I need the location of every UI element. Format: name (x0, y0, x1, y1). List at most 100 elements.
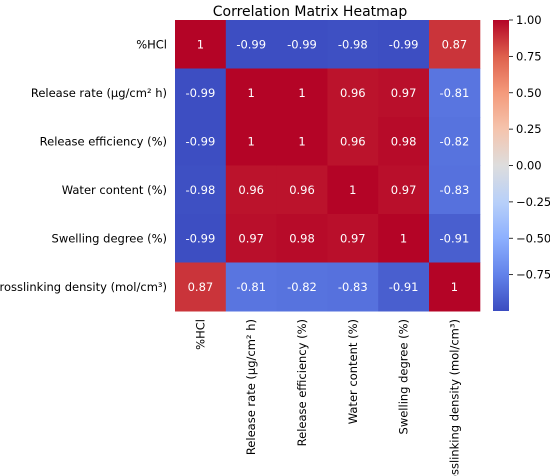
cell-value-label: 0.98 (391, 134, 417, 148)
cell-value-label: -0.99 (236, 37, 266, 51)
heatmap-cell (327, 20, 379, 69)
heatmap-cell (225, 214, 278, 263)
heatmap-cell (175, 68, 227, 118)
cell-value-label: 1 (349, 183, 356, 197)
cell-value-label: -0.99 (287, 37, 317, 51)
row-tick-label: Swelling degree (%) (52, 231, 167, 245)
colorbar-tick-label: −0.25 (516, 195, 550, 209)
cell-value-label: 0.97 (391, 86, 417, 100)
cell-value-label: -0.91 (389, 280, 419, 294)
heatmap-cell (429, 20, 481, 69)
colorbar-tick-label: −0.75 (516, 268, 550, 282)
cell-value-label: 0.97 (340, 231, 366, 245)
column-tick-label: Release rate (µg/cm² h) (244, 319, 258, 455)
cell-value-label: 1 (400, 231, 407, 245)
cell-value-label: 0.97 (391, 183, 417, 197)
heatmap-cell (225, 20, 278, 69)
cell-value-label: 0.96 (340, 134, 366, 148)
colorbar-gradient (493, 20, 509, 311)
chart-title: Correlation Matrix Heatmap (213, 4, 408, 20)
cell-value-label: 0.96 (289, 183, 315, 197)
cell-value-label: 1 (451, 280, 458, 294)
heatmap-cell (378, 165, 430, 215)
cell-value-label: -0.83 (338, 280, 368, 294)
colorbar-tick-label: 1.00 (516, 13, 542, 27)
column-tick-label: Swelling degree (%) (397, 319, 411, 434)
heatmap-cell (429, 214, 481, 263)
column-labels: %HCl Release rate (µg/cm² h) Release effic… (193, 319, 461, 476)
column-tick-label: Crosslinking density (mol/cm³) (447, 319, 461, 476)
cell-value-label: 1 (248, 86, 255, 100)
heatmap-cell (378, 117, 430, 166)
column-tick-label: Water content (%) (346, 319, 360, 424)
colorbar: 1.00 0.75 0.50 0.25 0.00 −0.25 −0.50 −0.75 (493, 13, 550, 311)
row-labels: %HCl Release rate (µg/cm² h) Release effic… (0, 37, 167, 294)
cell-value-label: 1 (298, 86, 305, 100)
cell-value-label: -0.81 (440, 86, 470, 100)
heatmap-cell (327, 214, 379, 263)
cell-value-label: 0.96 (238, 183, 264, 197)
cell-value-label: 0.96 (340, 86, 366, 100)
cell-value-label: -0.98 (186, 183, 216, 197)
heatmap-cell (429, 165, 481, 215)
colorbar-tick-label: 0.75 (516, 49, 542, 63)
cell-value-label: -0.81 (236, 280, 266, 294)
heatmap-cell (378, 214, 430, 263)
row-tick-label: %HCl (136, 37, 167, 51)
heatmap-cell (175, 214, 227, 263)
heatmap-cell (225, 68, 278, 118)
cell-value-label: -0.99 (186, 231, 216, 245)
colorbar-tick-label: −0.50 (516, 231, 550, 245)
cell-value-label: -0.99 (186, 86, 216, 100)
heatmap-cell (225, 262, 278, 312)
cell-value-label: 0.97 (238, 231, 264, 245)
heatmap-cell (276, 165, 328, 215)
cell-value-label: -0.82 (440, 134, 470, 148)
heatmap-cell (225, 117, 278, 166)
heatmap-cell (175, 165, 227, 215)
cell-value-label: -0.82 (287, 280, 317, 294)
heatmap-cell (327, 165, 379, 215)
column-tick-label: Release efficiency (%) (295, 319, 309, 446)
heatmap-cell (175, 117, 227, 166)
heatmap-cell (429, 262, 481, 312)
heatmap-cells: 1 -0.99 -0.99 -0.98 -0.99 0.87 -0.99 1 1 0.96 0.97… (175, 20, 481, 312)
cell-value-label: 0.87 (442, 37, 468, 51)
row-tick-label: Release rate (µg/cm² h) (31, 86, 167, 100)
row-tick-label: Water content (%) (62, 183, 167, 197)
cell-value-label: -0.99 (389, 37, 419, 51)
heatmap-cell (378, 20, 430, 69)
heatmap-cell (175, 262, 227, 312)
heatmap-cell (378, 68, 430, 118)
heatmap-cell (327, 117, 379, 166)
heatmap-cell (175, 20, 227, 69)
column-tick-label: %HCl (193, 319, 207, 350)
cell-value-label: 1 (248, 134, 255, 148)
cell-value-label: 1 (197, 37, 204, 51)
cell-value-label: -0.91 (440, 231, 470, 245)
heatmap-cell (429, 68, 481, 118)
cell-value-label: 0.87 (188, 280, 214, 294)
heatmap-cell (429, 117, 481, 166)
cell-value-label: 1 (298, 134, 305, 148)
colorbar-tick-label: 0.00 (516, 159, 542, 173)
heatmap-cell (276, 20, 328, 69)
heatmap-cell (276, 262, 328, 312)
colorbar-tick-label: 0.25 (516, 122, 542, 136)
cell-value-label: -0.98 (338, 37, 368, 51)
cell-value-label: -0.83 (440, 183, 470, 197)
heatmap-cell (276, 68, 328, 118)
colorbar-tick-label: 0.50 (516, 86, 542, 100)
heatmap-cell (276, 117, 328, 166)
cell-value-label: 0.98 (289, 231, 315, 245)
heatmap-cell (327, 262, 379, 312)
row-tick-label: Release efficiency (%) (40, 134, 167, 148)
heatmap-cell (225, 165, 278, 215)
heatmap-cell (276, 214, 328, 263)
heatmap-cell (378, 262, 430, 312)
heatmap-cell (327, 68, 379, 118)
row-tick-label: Crosslinking density (mol/cm³) (0, 280, 167, 294)
cell-value-label: -0.99 (186, 134, 216, 148)
